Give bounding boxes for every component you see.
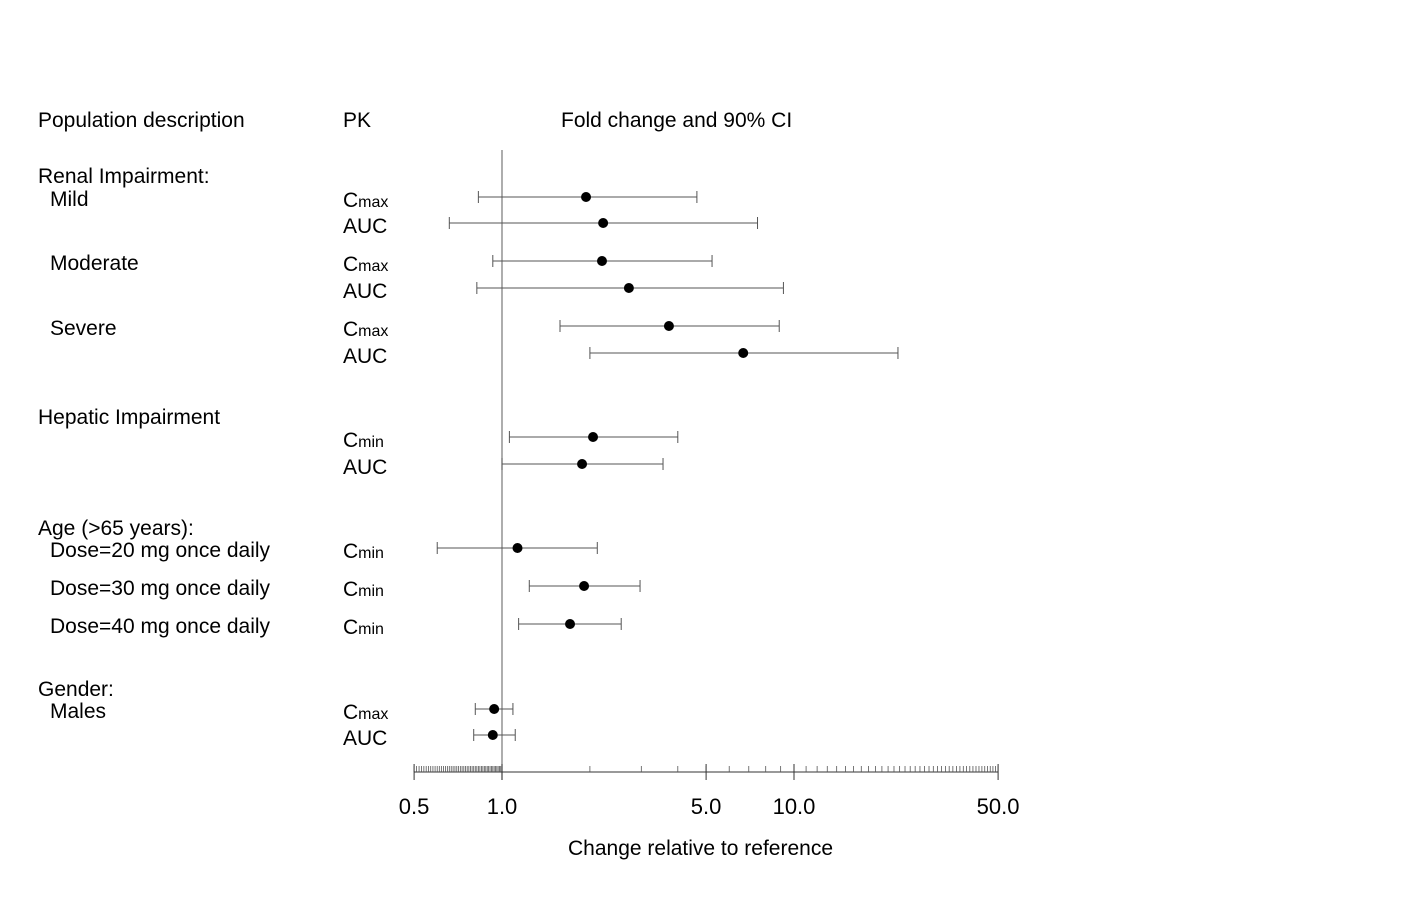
pk-label: Cmax <box>343 702 388 723</box>
subgroup-label: Males <box>50 700 107 723</box>
point-estimate <box>581 192 592 202</box>
x-tick-label: 1.0 <box>486 794 518 819</box>
pk-label: AUC <box>343 346 387 367</box>
pk-label: Cmax <box>343 319 388 340</box>
pk-main: C <box>343 189 359 212</box>
pk-subscript: max <box>358 323 389 340</box>
header-pk: PK <box>343 109 372 132</box>
header-ci: Fold change and 90% CI <box>561 109 793 132</box>
x-tick-label: 5.0 <box>690 794 722 819</box>
point-estimate <box>565 619 576 629</box>
pk-label: Cmin <box>343 541 384 562</box>
pk-label: Cmin <box>343 430 384 451</box>
pk-subscript: min <box>358 583 384 600</box>
group-label: Hepatic Impairment <box>38 406 221 429</box>
point-estimate <box>598 218 609 228</box>
pk-main: C <box>343 253 359 276</box>
pk-label: Cmax <box>343 254 388 275</box>
point-estimate <box>588 432 599 442</box>
x-axis-label: Change relative to reference <box>568 837 833 860</box>
point-estimate <box>579 581 590 591</box>
pk-main: AUC <box>343 280 388 303</box>
pk-label: Cmin <box>343 617 384 638</box>
pk-main: C <box>343 540 359 563</box>
pk-subscript: min <box>358 621 384 638</box>
pk-main: C <box>343 318 359 341</box>
group-label: Age (>65 years): <box>38 517 194 540</box>
subgroup-label: Dose=30 mg once daily <box>50 577 271 600</box>
pk-main: AUC <box>343 456 388 479</box>
pk-label: AUC <box>343 728 387 749</box>
subgroup-label: Dose=20 mg once daily <box>50 539 271 562</box>
subgroup-label: Moderate <box>50 252 139 275</box>
subgroup-label: Dose=40 mg once daily <box>50 615 271 638</box>
pk-main: AUC <box>343 727 388 750</box>
pk-main: AUC <box>343 345 388 368</box>
pk-label: Cmax <box>343 190 388 211</box>
point-estimate <box>489 704 500 714</box>
point-estimate <box>623 283 634 293</box>
pk-main: C <box>343 429 359 452</box>
x-tick-label: 10.0 <box>772 794 816 819</box>
point-estimate <box>596 256 607 266</box>
subgroup-label: Severe <box>50 317 117 340</box>
pk-subscript: min <box>358 545 384 562</box>
pk-main: AUC <box>343 215 388 238</box>
pk-label: AUC <box>343 281 387 302</box>
subgroup-label: Mild <box>50 188 89 211</box>
point-estimate <box>487 730 498 740</box>
pk-subscript: min <box>358 434 384 451</box>
pk-subscript: max <box>358 194 389 211</box>
pk-main: C <box>343 616 359 639</box>
pk-label: AUC <box>343 457 387 478</box>
pk-main: C <box>343 701 359 724</box>
pk-subscript: max <box>358 258 389 275</box>
point-estimate <box>663 321 674 331</box>
point-estimate <box>738 348 749 358</box>
header-population: Population description <box>38 109 245 132</box>
group-label: Renal Impairment: <box>38 165 210 188</box>
pk-subscript: max <box>358 706 389 723</box>
pk-main: C <box>343 578 359 601</box>
x-tick-label: 50.0 <box>976 794 1020 819</box>
point-estimate <box>512 543 523 553</box>
pk-label: AUC <box>343 216 387 237</box>
group-label: Gender: <box>38 678 114 701</box>
point-estimate <box>577 459 588 469</box>
x-tick-label: 0.5 <box>398 794 430 819</box>
pk-label: Cmin <box>343 579 384 600</box>
